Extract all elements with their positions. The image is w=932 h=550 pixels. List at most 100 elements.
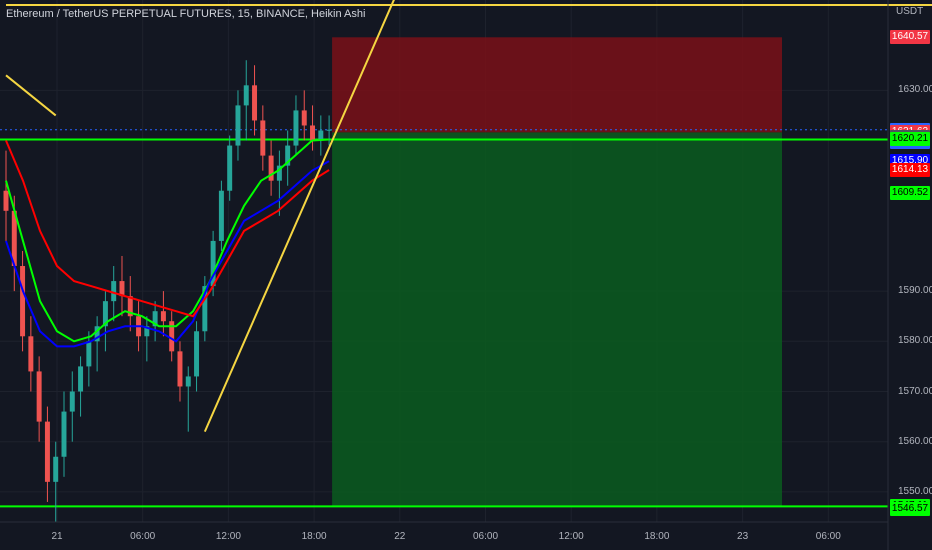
- candle: [194, 321, 200, 392]
- candle: [86, 331, 92, 387]
- candle: [20, 250, 26, 352]
- candle-body: [268, 155, 274, 181]
- candle: [144, 316, 150, 362]
- candle: [127, 276, 133, 332]
- time-tick-label: 22: [394, 531, 406, 542]
- candle-body: [310, 125, 316, 141]
- price-tick-label: 1560.00: [898, 435, 932, 447]
- candle-body: [127, 296, 133, 317]
- time-tick-label: 06:00: [130, 531, 156, 542]
- price-label-value: 1640.57: [891, 31, 929, 43]
- candle: [61, 391, 67, 477]
- candle-body: [160, 311, 166, 322]
- candle: [285, 130, 291, 186]
- candle-body: [243, 85, 249, 106]
- candle: [69, 371, 75, 442]
- candle: [94, 316, 100, 372]
- time-tick-label: 06:00: [815, 531, 841, 542]
- candle: [227, 135, 233, 201]
- candle: [301, 90, 307, 141]
- moving-average-line: [5, 160, 330, 348]
- candle-body: [28, 336, 34, 372]
- candle: [3, 150, 9, 241]
- candle-body: [293, 110, 299, 146]
- time-tick-label: 18:00: [644, 531, 670, 542]
- candle-body: [53, 456, 59, 482]
- time-tick-label: 12:00: [215, 531, 241, 542]
- stop-loss-zone: [332, 37, 782, 133]
- candle: [119, 255, 125, 317]
- position-zones: [332, 37, 782, 507]
- candle: [293, 95, 299, 156]
- candle-body: [86, 341, 92, 367]
- candle-body: [61, 411, 67, 457]
- time-tick-label: 12:00: [558, 531, 584, 542]
- price-tick-label: 1630.00: [898, 84, 932, 96]
- candle-body: [102, 301, 108, 327]
- candle-body: [152, 311, 158, 327]
- candle-body: [94, 326, 100, 342]
- candle-body: [276, 165, 282, 181]
- candle-body: [36, 371, 42, 422]
- candle: [235, 90, 241, 161]
- price-label: 1620.21: [890, 132, 930, 147]
- candle-body: [235, 105, 241, 146]
- time-tick-label: 21: [51, 531, 63, 542]
- candle: [310, 105, 316, 151]
- candle-body: [210, 240, 216, 287]
- moving-averages: [5, 138, 330, 348]
- candle: [260, 105, 266, 171]
- candle-body: [326, 129, 332, 131]
- candle: [44, 406, 50, 502]
- price-label: 1614.13: [890, 163, 930, 177]
- price-label: 1546.57: [890, 502, 930, 517]
- moving-average-line: [5, 140, 330, 318]
- candle: [177, 341, 183, 402]
- candle: [102, 291, 108, 352]
- time-tick-label: 06:00: [472, 531, 499, 542]
- candle: [53, 441, 59, 522]
- price-axis-unit: USDT: [896, 6, 924, 17]
- candle-body: [111, 281, 117, 302]
- candle-body: [218, 190, 224, 241]
- candle-body: [3, 190, 9, 211]
- price-label-value: 1546.57: [891, 503, 929, 515]
- candle-body: [119, 281, 125, 297]
- trendline: [5, 74, 57, 117]
- candle-body: [44, 421, 50, 482]
- candle-body: [260, 120, 266, 156]
- price-label: 1640.57: [890, 30, 930, 45]
- candle: [268, 140, 274, 196]
- price-tick-label: 1570.00: [898, 385, 932, 397]
- candle-body: [285, 145, 291, 166]
- candle: [36, 356, 42, 442]
- candle-body: [301, 110, 307, 126]
- candle-body: [20, 266, 26, 337]
- moving-average-line: [5, 138, 330, 343]
- candle: [202, 276, 208, 342]
- candle-body: [144, 326, 150, 337]
- candle-body: [227, 145, 233, 191]
- candle-body: [194, 331, 200, 377]
- price-tick-label: 1590.00: [898, 285, 932, 297]
- price-tick-label: 1580.00: [898, 335, 932, 347]
- candle-body: [78, 366, 84, 392]
- candle-body: [318, 130, 324, 141]
- trendlines: [5, 0, 932, 433]
- candle: [169, 311, 175, 362]
- candle-body: [252, 85, 258, 121]
- candle-body: [185, 376, 191, 387]
- candle: [326, 115, 332, 146]
- time-tick-label: 18:00: [301, 531, 327, 542]
- candle: [218, 180, 224, 251]
- price-label-value: 1609.52: [891, 187, 929, 199]
- candle: [243, 60, 249, 141]
- candle: [185, 366, 191, 432]
- chart-title: Ethereum / TetherUS PERPETUAL FUTURES, 1…: [6, 8, 366, 20]
- candle-body: [11, 210, 17, 267]
- price-tick-label: 1550.00: [898, 485, 932, 497]
- price-label-value: 1615.90: [891, 155, 929, 167]
- candle-body: [202, 286, 208, 332]
- candle: [78, 356, 84, 417]
